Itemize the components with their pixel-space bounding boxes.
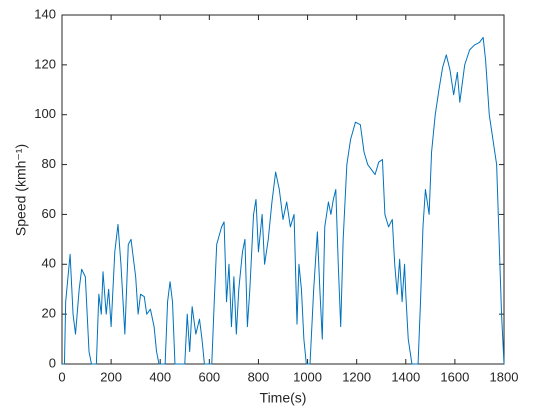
plot-frame bbox=[61, 14, 505, 365]
y-tick-label: 120 bbox=[34, 56, 56, 71]
x-tick-label: 600 bbox=[198, 369, 220, 384]
speed-line bbox=[62, 36, 505, 365]
y-tick-label: 60 bbox=[42, 206, 56, 221]
x-tick-label: 0 bbox=[58, 369, 65, 384]
y-tick-label: 80 bbox=[42, 156, 56, 171]
x-tick-label: 1400 bbox=[391, 369, 420, 384]
y-tick-label: 40 bbox=[42, 256, 56, 271]
x-tick-label: 800 bbox=[248, 369, 270, 384]
x-tick-label: 1600 bbox=[440, 369, 469, 384]
y-tick-label: 20 bbox=[42, 306, 56, 321]
y-axis-label: Speed (kmh⁻¹) bbox=[13, 144, 29, 236]
y-tick-label: 100 bbox=[34, 106, 56, 121]
x-tick-label: 1800 bbox=[490, 369, 519, 384]
x-tick-label: 1200 bbox=[342, 369, 371, 384]
y-tick-label: 140 bbox=[34, 6, 56, 21]
x-axis-label: Time(s) bbox=[260, 390, 307, 406]
x-tick-label: 200 bbox=[100, 369, 122, 384]
y-tick-label: 0 bbox=[49, 355, 56, 370]
x-tick-label: 400 bbox=[149, 369, 171, 384]
x-tick-label: 1000 bbox=[293, 369, 322, 384]
